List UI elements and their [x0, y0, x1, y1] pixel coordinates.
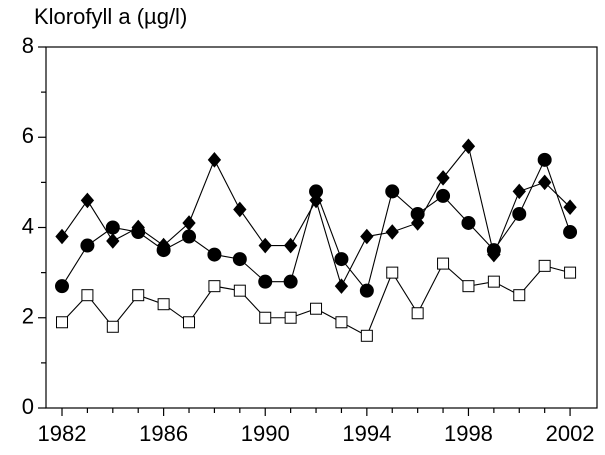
circle-marker — [486, 243, 501, 258]
chart-title: Klorofyll a (µg/l) — [34, 4, 187, 29]
diamond-marker — [360, 228, 374, 245]
x-tick-label: 1994 — [342, 421, 391, 446]
y-tick-label: 2 — [22, 304, 34, 329]
square-marker — [183, 316, 196, 329]
x-tick-label: 1982 — [38, 421, 87, 446]
square-marker — [487, 275, 500, 288]
square-marker — [564, 266, 577, 279]
square-marker — [259, 311, 272, 324]
square-marker — [386, 266, 399, 279]
diamond-marker — [55, 228, 69, 245]
square-marker — [132, 289, 145, 302]
diamond-marker — [207, 152, 222, 168]
series-line — [61, 145, 571, 288]
square-marker — [157, 298, 170, 311]
square-marker — [462, 280, 475, 293]
y-tick-label: 8 — [22, 33, 34, 58]
circle-marker — [436, 188, 451, 203]
square-marker — [284, 311, 297, 324]
x-tick-label: 1990 — [241, 421, 290, 446]
square-marker — [106, 320, 119, 333]
x-tick-label: 1986 — [139, 421, 188, 446]
circle-marker — [283, 274, 298, 289]
diamond-marker — [563, 199, 577, 215]
diamond-marker — [385, 224, 399, 240]
y-tick-label: 0 — [22, 394, 34, 419]
x-tick-label: 1998 — [444, 421, 493, 446]
y-tick-label: 6 — [22, 123, 34, 148]
circle-marker — [182, 229, 197, 244]
circle-marker — [156, 243, 171, 258]
circle-marker — [232, 252, 247, 267]
diamond-marker — [182, 215, 196, 231]
diamond-marker — [233, 201, 247, 218]
circle-marker — [537, 152, 552, 167]
diamond-marker — [283, 237, 298, 254]
diamond-marker — [258, 237, 272, 254]
circle-marker — [359, 283, 374, 298]
circle-marker — [80, 238, 95, 253]
square-marker — [360, 329, 373, 342]
x-tick-label: 2002 — [546, 421, 595, 446]
circle-marker — [334, 252, 349, 267]
circle-marker — [512, 206, 527, 221]
square-marker — [411, 307, 424, 320]
square-marker — [208, 280, 221, 293]
circle-marker — [55, 279, 70, 294]
circle-marker — [105, 220, 120, 235]
square-marker — [513, 289, 526, 302]
square-marker — [56, 316, 69, 329]
diamond-marker — [436, 170, 450, 186]
plot-frame — [45, 46, 598, 409]
y-tick-label: 4 — [22, 213, 34, 238]
square-marker — [233, 284, 246, 297]
square-marker — [538, 259, 551, 272]
circle-marker — [563, 225, 578, 240]
circle-marker — [207, 247, 222, 262]
circle-marker — [385, 184, 400, 199]
square-marker — [310, 302, 323, 315]
diamond-marker — [106, 233, 120, 249]
square-marker — [81, 289, 94, 302]
circle-marker — [258, 274, 273, 289]
circle-marker — [309, 184, 324, 199]
circle-marker — [131, 225, 146, 240]
diamond-marker — [512, 183, 526, 200]
square-marker — [437, 257, 450, 270]
circle-marker — [461, 215, 476, 230]
diamond-marker — [538, 174, 552, 191]
circle-marker — [410, 206, 425, 221]
square-marker — [335, 316, 348, 329]
diamond-marker — [461, 138, 476, 155]
diamond-marker — [80, 192, 95, 209]
diamond-marker — [334, 278, 349, 294]
